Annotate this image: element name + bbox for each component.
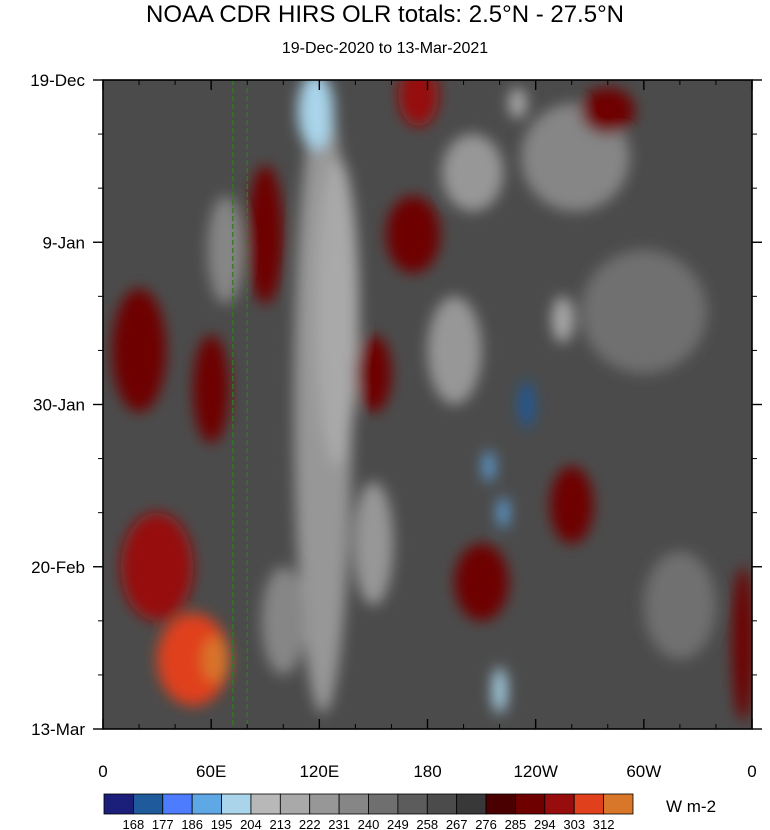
colorbar-box (368, 793, 399, 815)
olr-feature-23 (386, 195, 441, 274)
olr-feature-11 (497, 497, 509, 529)
olr-feature-10 (483, 450, 495, 482)
x-tick-label: 60E (196, 762, 226, 781)
olr-feature-9 (519, 381, 534, 428)
colorbar-label: 267 (446, 817, 468, 830)
colorbar-label: 231 (328, 817, 350, 830)
olr-feature-15 (643, 551, 716, 660)
colorbar-label: 240 (358, 817, 380, 830)
olr-feature-1 (315, 157, 359, 467)
colorbar-box (544, 793, 575, 815)
colorbar-box (456, 793, 487, 815)
colorbar-box (426, 793, 458, 815)
reference-lines (232, 80, 248, 729)
colorbar-box (250, 793, 281, 815)
colorbar-box (573, 793, 605, 815)
colorbar-label: 276 (475, 817, 497, 830)
colorbar-label: 312 (593, 817, 615, 830)
x-tick-label: 0 (98, 762, 107, 781)
x-tick-label: 60W (626, 762, 661, 781)
olr-feature-4 (353, 481, 394, 606)
colorbar-box (162, 793, 193, 815)
colorbar-box (191, 793, 222, 815)
colorbar-label: 222 (299, 817, 321, 830)
olr-feature-5 (427, 296, 482, 405)
x-tick-label: 0 (747, 762, 756, 781)
colorbar-label: 213 (269, 817, 291, 830)
olr-feature-13 (551, 296, 574, 343)
y-tick-label: 9-Jan (42, 233, 85, 252)
colorbar-box (515, 793, 546, 815)
axes: 0 60E 120E 180 120W 60W 0 19-Dec 9-Jan 30-Jan 20-F… (30, 71, 762, 781)
colorbar-label: 285 (505, 817, 527, 830)
colorbar-box (279, 793, 311, 815)
olr-feature-17 (157, 613, 230, 706)
colorbar-box (338, 793, 369, 815)
colorbar-label: 177 (152, 817, 174, 830)
olr-feature-22 (247, 164, 284, 305)
olr-feature-2 (297, 80, 334, 150)
colorbar-label: 303 (563, 817, 585, 830)
olr-feature-27 (454, 543, 509, 621)
olr-feature-28 (732, 566, 752, 722)
colorbar-label: 186 (181, 817, 203, 830)
colorbar-label: 258 (416, 817, 438, 830)
y-tick-label: 20-Feb (31, 558, 85, 577)
colorbar-label: 195 (211, 817, 233, 830)
colorbar-box (221, 793, 252, 815)
colorbar-box (309, 793, 340, 815)
olr-feature-24 (398, 80, 439, 127)
olr-feature-14 (508, 87, 527, 119)
y-tick-label: 30-Jan (33, 396, 85, 415)
colorbar-label: 249 (387, 817, 409, 830)
olr-feature-19 (121, 512, 194, 621)
colorbar-label: 294 (534, 817, 556, 830)
colorbar-box (397, 793, 428, 815)
y-tick-label: 19-Dec (30, 71, 85, 90)
olr-feature-16 (261, 566, 305, 675)
y-tick-label: 13-Mar (31, 720, 85, 739)
colorbar-label: 204 (240, 817, 262, 830)
chart-subtitle: 19-Dec-2020 to 13-Mar-2021 (281, 40, 489, 57)
colorbar-box (103, 793, 134, 815)
x-tick-label: 180 (413, 762, 441, 781)
colorbar-label: 168 (123, 817, 145, 830)
olr-feature-25 (580, 87, 635, 135)
colorbar-box (485, 793, 516, 815)
colorbar: 168 177 186 195 204 213 222 231 240 249 258 267 276 2… (103, 793, 634, 830)
olr-feature-20 (112, 288, 167, 413)
colorbar-box (603, 793, 634, 815)
olr-field (112, 80, 752, 722)
olr-feature-6 (441, 134, 504, 212)
olr-feature-29 (355, 334, 392, 413)
olr-feature-18 (202, 636, 228, 683)
olr-feature-3 (207, 195, 244, 305)
colorbar-units: W m-2 (666, 797, 717, 816)
olr-feature-21 (193, 334, 230, 444)
olr-feature-26 (550, 466, 594, 544)
olr-feature-12 (492, 667, 507, 714)
chart-title: NOAA CDR HIRS OLR totals: 2.5°N - 27.5°N (145, 1, 624, 28)
colorbar-box (132, 793, 164, 815)
olr-feature-8 (580, 249, 707, 374)
x-tick-label: 120W (513, 762, 557, 781)
x-tick-label: 120E (299, 762, 339, 781)
